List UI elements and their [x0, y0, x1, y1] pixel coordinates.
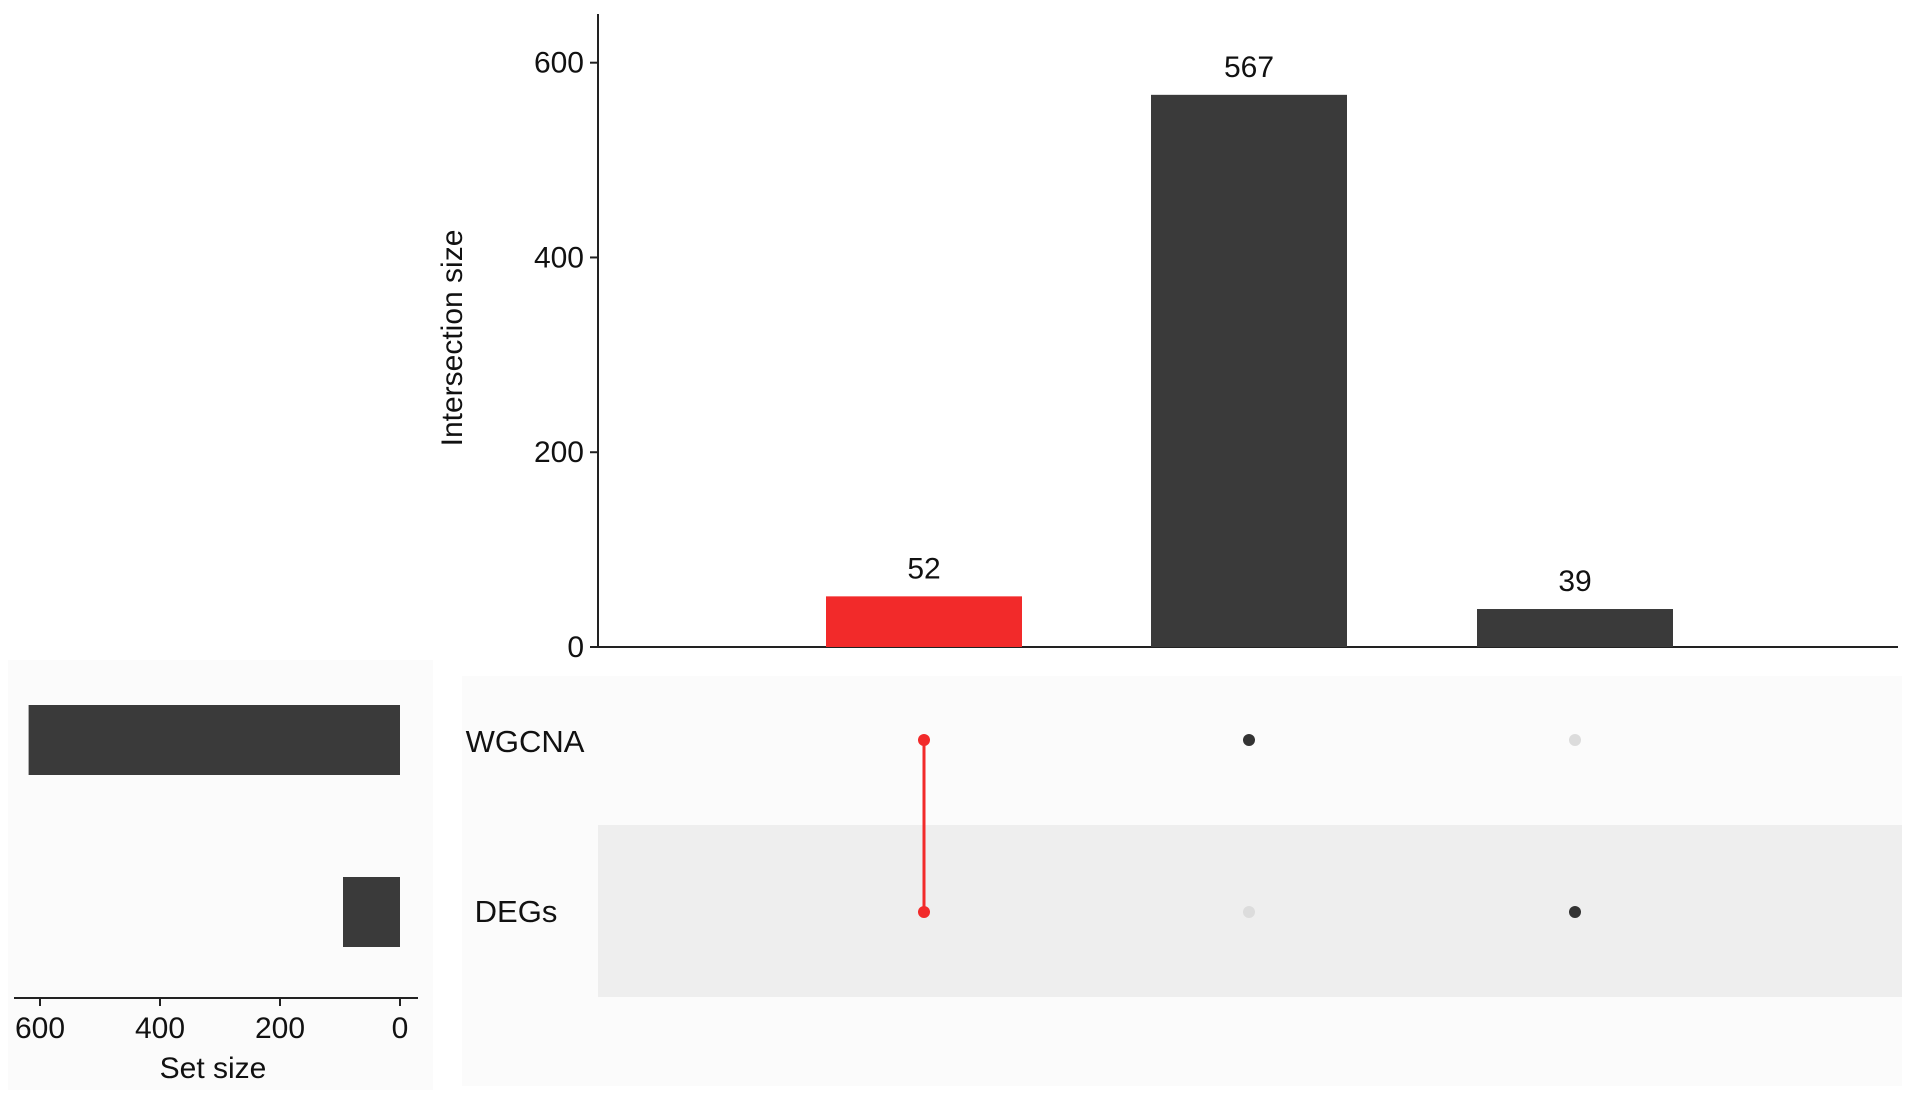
- y-tick-label: 0: [567, 631, 584, 664]
- matrix-dot-active: [918, 906, 930, 918]
- bar-value-label: 567: [1224, 51, 1274, 84]
- set-size-bar: [343, 877, 400, 947]
- set-label-degs: DEGs: [475, 894, 558, 929]
- set-size-axis-title: Set size: [160, 1052, 267, 1085]
- set-label-wgcna: WGCNA: [466, 724, 585, 759]
- x-tick-label: 600: [15, 1012, 65, 1045]
- matrix-panel: WGCNA DEGs: [466, 724, 1581, 929]
- bar-value-label: 39: [1558, 565, 1591, 598]
- x-tick-label: 200: [255, 1012, 305, 1045]
- y-tick-label: 200: [534, 436, 584, 469]
- matrix-dot-inactive: [1569, 734, 1581, 746]
- intersection-bars: 52 567 39: [826, 51, 1673, 648]
- matrix-dot-inactive: [1243, 906, 1255, 918]
- bar-value-label: 52: [907, 552, 940, 585]
- matrix-dot-active: [1243, 734, 1255, 746]
- set-size-tick-group: 600 400 200 0: [15, 998, 408, 1045]
- intersection-bar: [1477, 609, 1673, 647]
- matrix-dot-active: [1569, 906, 1581, 918]
- set-size-bars: [28, 705, 400, 947]
- y-tick-label: 400: [534, 241, 584, 274]
- y-tick-label: 600: [534, 47, 584, 80]
- x-tick-label: 0: [392, 1012, 409, 1045]
- set-size-bar: [28, 705, 400, 775]
- intersection-bar-panel: 0 200 400 600 Intersection size 52 567 39: [436, 14, 1898, 664]
- matrix-dot-active: [918, 734, 930, 746]
- set-size-panel: 600 400 200 0 Set size: [14, 705, 418, 1085]
- x-tick-label: 400: [135, 1012, 185, 1045]
- intersection-bar: [826, 596, 1022, 647]
- y-axis-title: Intersection size: [436, 230, 469, 447]
- intersection-bar: [1151, 94, 1347, 648]
- y-tick-group: 0 200 400 600: [534, 47, 598, 664]
- matrix-dots: [918, 734, 1581, 918]
